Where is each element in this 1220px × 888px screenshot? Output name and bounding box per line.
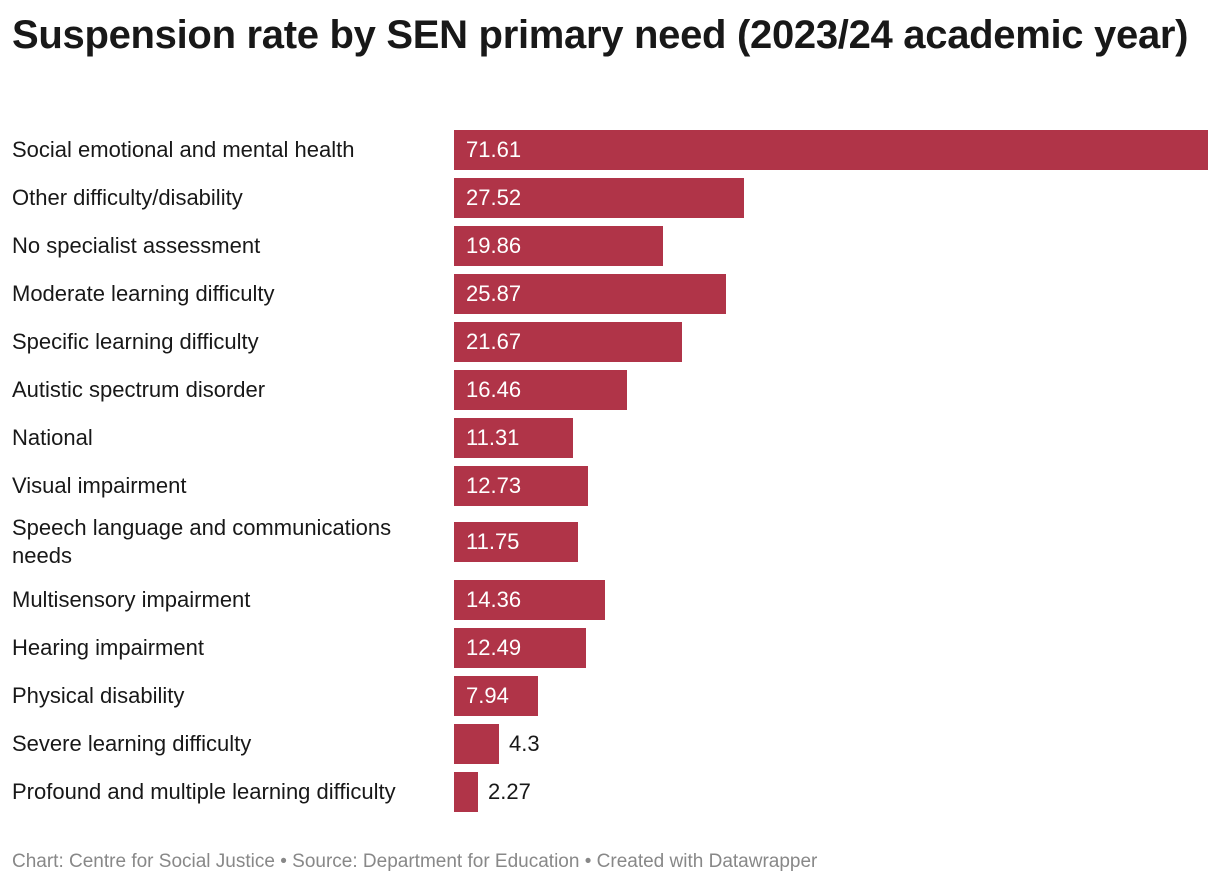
footer-tool: Created with Datawrapper	[596, 851, 818, 872]
bar	[454, 274, 726, 314]
bar	[454, 772, 478, 812]
category-label: No specialist assessment	[12, 233, 261, 258]
value-label: 2.27	[488, 779, 531, 804]
bar	[454, 724, 499, 764]
category-label: Autistic spectrum disorder	[12, 377, 266, 402]
chart-footer: Chart: Centre for Social Justice • Sourc…	[12, 851, 817, 873]
bar	[454, 466, 588, 506]
footer-separator: •	[584, 851, 592, 872]
value-label: 12.49	[466, 635, 522, 660]
value-label: 25.87	[466, 281, 522, 306]
category-label: Visual impairment	[12, 473, 187, 498]
category-label: Other difficulty/disability	[12, 185, 243, 210]
category-label: Moderate learning difficulty	[12, 281, 275, 306]
chart-title: Suspension rate by SEN primary need (202…	[12, 13, 1189, 57]
value-label: 11.31	[466, 425, 520, 450]
bar	[454, 628, 586, 668]
value-label: 19.86	[466, 233, 522, 258]
bar	[454, 130, 1208, 170]
value-label: 21.67	[466, 329, 522, 354]
category-label: Hearing impairment	[12, 635, 204, 660]
bar	[454, 226, 663, 266]
value-label: 4.3	[509, 731, 540, 756]
category-label: Social emotional and mental health	[12, 137, 355, 162]
value-label: 11.75	[466, 529, 520, 554]
category-label: National	[12, 425, 93, 450]
bar	[454, 580, 605, 620]
category-label: Speech language and communications needs	[12, 515, 392, 568]
category-label: Specific learning difficulty	[12, 329, 259, 354]
value-label: 12.73	[466, 473, 522, 498]
footer-separator: •	[280, 851, 287, 872]
bar	[454, 676, 538, 716]
category-label: Severe learning difficulty	[12, 731, 252, 756]
category-label: Profound and multiple learning difficult…	[12, 779, 396, 804]
bar	[454, 522, 578, 562]
bar	[454, 418, 573, 458]
value-label: 16.46	[466, 377, 522, 402]
footer-source: Source: Department for Education	[292, 851, 580, 872]
category-label: Multisensory impairment	[12, 587, 251, 612]
footer-credit: Chart: Centre for Social Justice	[12, 851, 275, 872]
value-label: 7.94	[466, 683, 509, 708]
value-label: 71.61	[466, 137, 522, 162]
value-label: 27.52	[466, 185, 522, 210]
bar	[454, 322, 682, 362]
category-label: Physical disability	[12, 683, 185, 708]
value-label: 14.36	[466, 587, 522, 612]
bar	[454, 370, 627, 410]
bar	[454, 178, 744, 218]
